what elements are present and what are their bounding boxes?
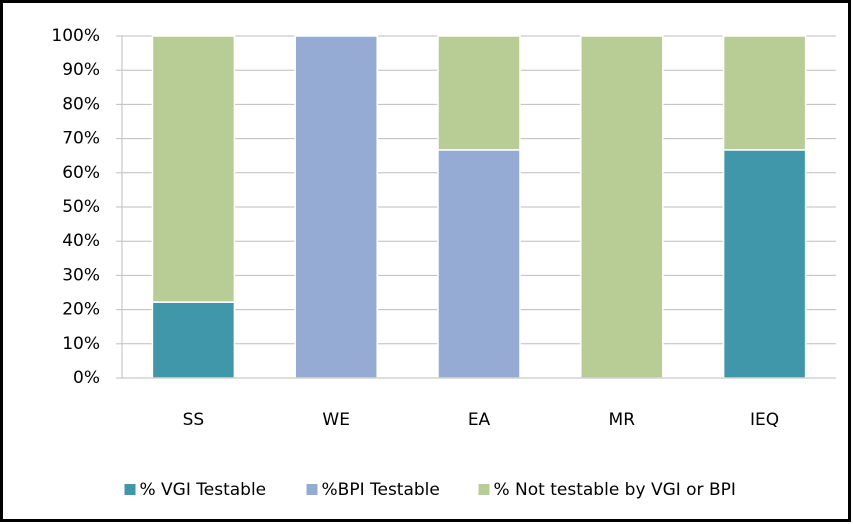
y-tick-label: 70% (62, 129, 100, 149)
y-tick-label: 40% (62, 231, 100, 251)
x-tick-label: IEQ (750, 410, 779, 430)
bar-segment (580, 35, 664, 379)
x-tick-label: WE (322, 410, 350, 430)
y-tick-label: 30% (62, 265, 100, 285)
bar-segment (437, 35, 521, 151)
x-tick-label: EA (468, 410, 491, 430)
y-tick-label: 100% (51, 26, 100, 46)
x-tick-label: MR (609, 410, 636, 430)
legend-label: % Not testable by VGI or BPI (494, 480, 736, 500)
y-tick-label: 0% (73, 368, 100, 388)
bar-segment (151, 35, 236, 303)
bar-segment (151, 301, 236, 379)
y-tick-label: 60% (62, 163, 100, 183)
bar-segment (437, 149, 521, 379)
legend-label: %BPI Testable (322, 480, 440, 500)
y-tick-label: 10% (62, 334, 100, 354)
bar-segment (722, 149, 807, 379)
y-tick-label: 20% (62, 300, 100, 320)
bar-segment (722, 35, 807, 151)
y-tick-label: 80% (62, 94, 100, 114)
legend-swatch (478, 484, 490, 495)
legend-label: % VGI Testable (140, 480, 267, 500)
legend-swatch (124, 484, 136, 495)
bar-segment (294, 35, 378, 379)
y-tick-label: 50% (62, 197, 100, 217)
y-tick-label: 90% (62, 60, 100, 80)
x-tick-label: SS (183, 410, 205, 430)
legend-swatch (306, 484, 318, 495)
